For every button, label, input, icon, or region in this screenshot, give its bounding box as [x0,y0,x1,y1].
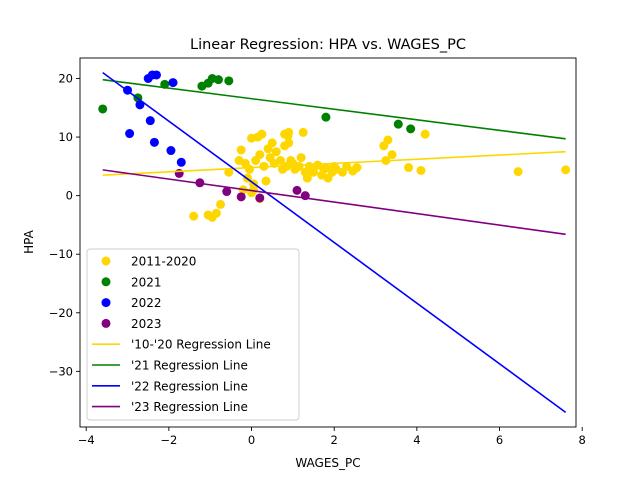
legend-marker [101,256,111,266]
y-tick-label: −20 [49,306,73,320]
point-0-5 [224,167,234,177]
point-2-10 [176,157,186,167]
point-0-28 [284,138,294,148]
x-tick-label: −4 [78,433,95,447]
point-3-4 [255,193,265,203]
point-0-59 [416,165,426,175]
legend-marker [101,298,111,308]
plot-area [98,70,571,414]
chart-title: Linear Regression: HPA vs. WAGES_PC [190,37,466,53]
point-0-61 [513,167,523,177]
legend-box [86,248,300,421]
point-1-6 [213,75,223,85]
point-2-9 [168,78,178,88]
point-2-2 [135,100,145,110]
point-0-60 [420,129,430,139]
point-3-5 [292,185,302,195]
point-1-9 [393,119,403,129]
point-0-51 [342,161,352,171]
legend-label: '23 Regression Line [131,400,248,414]
point-0-57 [387,150,397,160]
regression-line-0 [102,150,566,176]
legend-label: 2021 [131,275,162,289]
point-1-8 [321,112,331,122]
y-tick-label: 0 [66,189,73,203]
legend-label: 2011-2020 [131,255,196,269]
x-axis-label: WAGES_PC [295,456,360,470]
regression-line-2 [102,71,567,414]
x-tick-label: 4 [413,433,420,447]
point-0-62 [561,165,571,175]
point-1-10 [406,124,416,134]
point-3-2 [222,187,232,197]
y-tick-label: 20 [58,72,73,86]
x-tick-label: 6 [496,433,503,447]
point-2-6 [151,70,161,80]
point-0-58 [404,163,414,173]
regression-line-1 [102,78,566,140]
x-tick-label: 0 [248,433,255,447]
point-0-4 [216,199,226,209]
legend-label: '10-'20 Regression Line [131,338,271,352]
point-1-0 [98,104,108,114]
legend: 2011-2020 2021 2022 2023 '10-'20 Regression … [86,248,300,421]
legend-marker [101,277,111,287]
point-0-32 [283,131,293,141]
x-tick-label: 8 [579,433,586,447]
point-0-10 [244,164,254,174]
point-0-16 [257,129,267,139]
point-0-56 [383,135,393,145]
point-0-39 [302,173,312,183]
axes-frame [79,57,577,428]
legend-label: '21 Regression Line [131,359,248,373]
y-axis-label: HPA [22,229,36,253]
point-0-36 [296,153,306,163]
point-0-53 [352,163,362,173]
point-0-41 [309,167,319,177]
point-0-45 [321,163,331,173]
point-3-3 [236,192,246,202]
point-0-21 [267,138,277,148]
regression-line-3 [102,169,566,236]
y-tick-label: −10 [49,247,73,261]
point-2-1 [125,129,135,139]
point-2-7 [149,137,159,147]
point-0-37 [298,127,308,137]
y-tick-label: −30 [49,364,73,378]
y-tick-label: 10 [58,130,73,144]
point-0-7 [236,145,246,155]
legend-label: '22 Regression Line [131,379,248,393]
y-axis: −30 −20 −10 0 10 20 [49,72,80,378]
legend-label: 2023 [131,317,162,331]
point-1-7 [224,76,234,86]
legend-label: 2022 [131,296,162,310]
point-2-4 [145,116,155,126]
point-2-8 [166,146,176,156]
legend-marker [101,318,111,328]
x-tick-label: −2 [160,433,177,447]
point-0-23 [271,147,281,157]
point-0-0 [189,211,199,221]
point-0-15 [255,150,265,160]
point-0-18 [261,176,271,186]
x-axis: −4 −2 0 2 4 6 8 [78,427,586,447]
point-3-0 [174,168,184,178]
point-0-24 [275,156,285,165]
x-tick-label: 2 [331,433,338,447]
point-0-35 [294,161,304,171]
point-0-3 [211,208,221,218]
